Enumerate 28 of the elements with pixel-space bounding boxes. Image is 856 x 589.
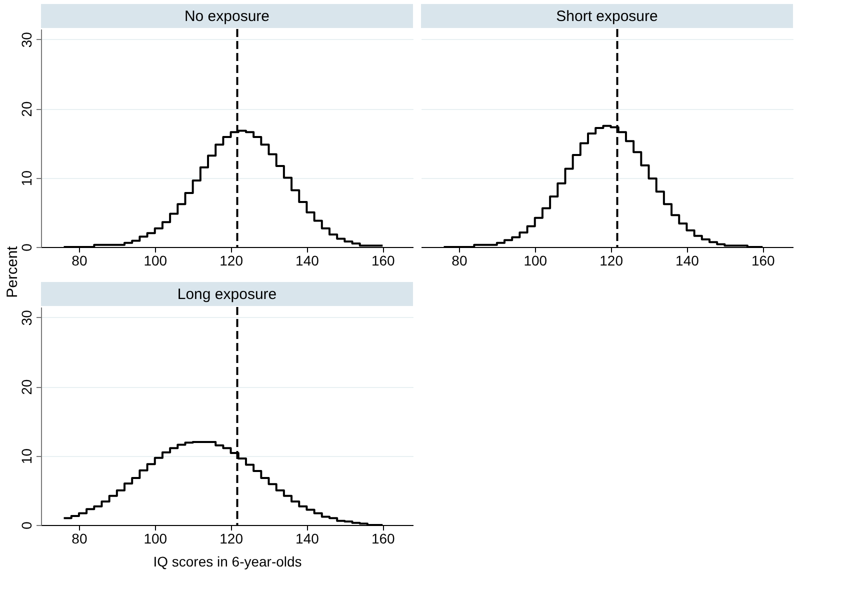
x-tick-label: 80	[72, 252, 88, 268]
y-tick-label: 20	[18, 379, 34, 395]
x-tick-label: 140	[676, 252, 700, 268]
y-tick-label: 30	[18, 32, 34, 48]
x-tick-label: 140	[296, 530, 320, 546]
x-tick-label: 100	[144, 252, 168, 268]
x-tick-label: 100	[144, 530, 168, 546]
x-tick-label: 160	[751, 252, 776, 268]
x-tick-label: 140	[296, 252, 320, 268]
x-axis-title: IQ scores in 6-year-olds	[153, 554, 302, 570]
y-tick-label: 30	[18, 310, 34, 326]
y-tick-label: 20	[18, 101, 34, 117]
x-tick-label: 160	[371, 530, 396, 546]
x-tick-label: 160	[371, 252, 396, 268]
x-tick-label: 80	[452, 252, 468, 268]
x-tick-label: 80	[72, 530, 88, 546]
x-tick-label: 120	[220, 530, 244, 546]
chart-title: No exposure	[184, 8, 270, 25]
x-tick-label: 100	[524, 252, 548, 268]
y-axis-title: Percent	[4, 245, 21, 298]
y-tick-label: 0	[18, 243, 34, 252]
x-tick-label: 120	[600, 252, 624, 268]
y-tick-label: 10	[18, 448, 34, 464]
x-tick-label: 120	[220, 252, 244, 268]
chart-title: Short exposure	[556, 8, 658, 25]
chart-title: Long exposure	[177, 286, 277, 303]
y-tick-label: 0	[18, 521, 34, 530]
y-tick-label: 10	[18, 170, 34, 186]
